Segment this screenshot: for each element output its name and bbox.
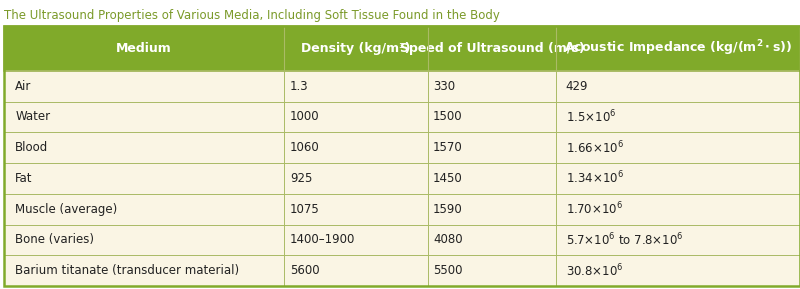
- Text: Medium: Medium: [116, 42, 172, 55]
- Text: Acoustic Impedance $\bf{(kg/(m^2 \cdot s))}$: Acoustic Impedance $\bf{(kg/(m^2 \cdot s…: [564, 39, 792, 58]
- Text: 30.8×10$^6$: 30.8×10$^6$: [566, 262, 623, 279]
- Text: 1.34×10$^6$: 1.34×10$^6$: [566, 170, 623, 187]
- Bar: [4, 26, 800, 71]
- Text: Speed of Ultrasound (m/s): Speed of Ultrasound (m/s): [400, 42, 584, 55]
- Bar: [4, 163, 800, 194]
- Bar: [4, 132, 800, 163]
- Text: 330: 330: [433, 80, 455, 93]
- Text: 1450: 1450: [433, 172, 463, 185]
- Bar: [4, 225, 800, 255]
- Text: The Ultrasound Properties of Various Media, Including Soft Tissue Found in the B: The Ultrasound Properties of Various Med…: [4, 9, 500, 22]
- Text: 925: 925: [290, 172, 312, 185]
- Bar: [4, 71, 800, 101]
- Text: 1000: 1000: [290, 110, 319, 123]
- Text: Barium titanate (transducer material): Barium titanate (transducer material): [15, 264, 239, 277]
- Text: 1.3: 1.3: [290, 80, 308, 93]
- Bar: [4, 194, 800, 225]
- Text: 1570: 1570: [433, 141, 463, 154]
- Text: 5.7×10$^6$ to 7.8×10$^6$: 5.7×10$^6$ to 7.8×10$^6$: [566, 232, 683, 248]
- Bar: [4, 255, 800, 286]
- Text: Muscle (average): Muscle (average): [15, 203, 118, 216]
- Text: 1060: 1060: [290, 141, 319, 154]
- Text: Fat: Fat: [15, 172, 33, 185]
- Text: 429: 429: [566, 80, 588, 93]
- Text: 1400–1900: 1400–1900: [290, 234, 355, 247]
- Text: Bone (varies): Bone (varies): [15, 234, 94, 247]
- Text: 1500: 1500: [433, 110, 462, 123]
- Text: 1075: 1075: [290, 203, 319, 216]
- Text: 1590: 1590: [433, 203, 463, 216]
- Text: Water: Water: [15, 110, 50, 123]
- Text: Density (kg/m³): Density (kg/m³): [302, 42, 410, 55]
- Text: 5500: 5500: [433, 264, 462, 277]
- Text: 1.5×10$^6$: 1.5×10$^6$: [566, 109, 616, 125]
- Text: 1.66×10$^6$: 1.66×10$^6$: [566, 139, 623, 156]
- Text: Air: Air: [15, 80, 31, 93]
- Text: 4080: 4080: [433, 234, 462, 247]
- Text: 1.70×10$^6$: 1.70×10$^6$: [566, 201, 622, 218]
- Text: 5600: 5600: [290, 264, 319, 277]
- Bar: [4, 101, 800, 132]
- Text: Blood: Blood: [15, 141, 49, 154]
